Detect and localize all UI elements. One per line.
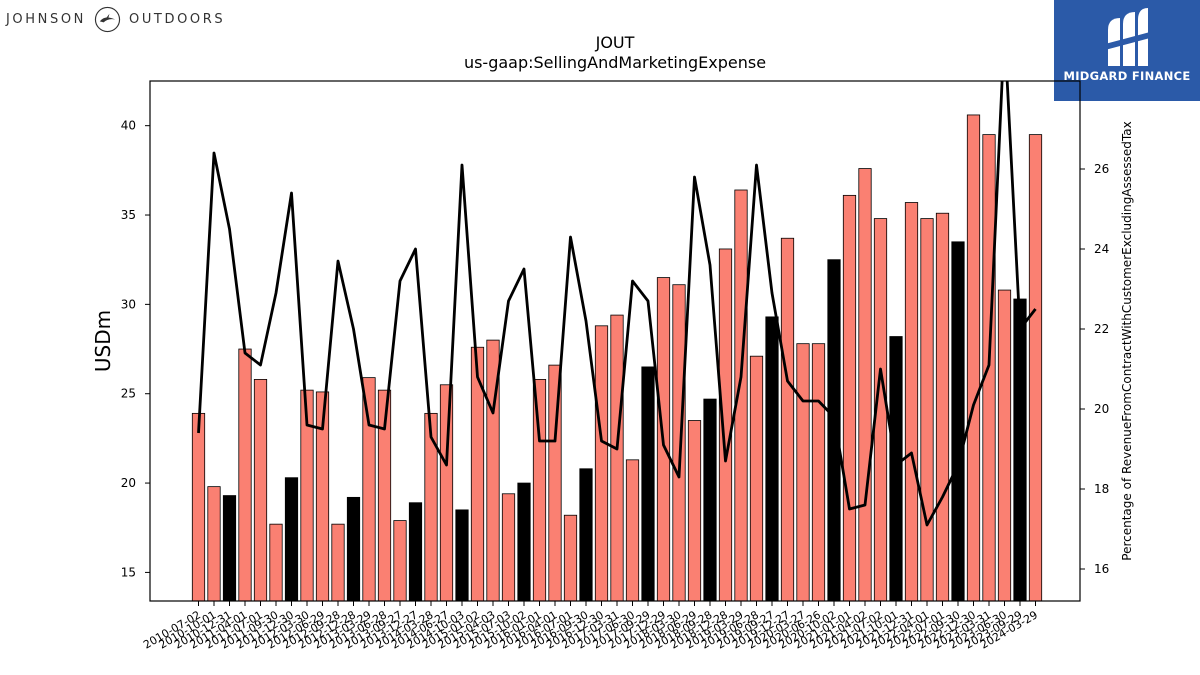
bar — [610, 314, 624, 602]
logo-text-outdoors: OUTDOORS — [128, 11, 226, 27]
bar — [455, 509, 469, 602]
y2-tick-label: 16 — [1094, 562, 1109, 576]
y-tick-label: 40 — [121, 119, 136, 133]
bar — [439, 384, 454, 602]
y-tick-label: 20 — [121, 476, 136, 490]
bar — [811, 343, 826, 602]
bar — [625, 459, 640, 602]
y-axis-left: 15 20 25 30 35 40 — [121, 119, 150, 579]
bar — [238, 348, 252, 602]
x-axis: 2010-07-022010-10-012010-12-312011-04-01… — [141, 601, 1040, 652]
y2-tick-label: 22 — [1094, 322, 1109, 336]
y2-tick-label: 18 — [1094, 482, 1109, 496]
bar — [594, 325, 609, 602]
bar — [827, 259, 841, 602]
bar — [393, 520, 407, 602]
bar — [563, 514, 578, 602]
y2-tick-label: 26 — [1094, 162, 1109, 176]
bar — [842, 194, 857, 602]
bar — [362, 377, 376, 602]
bar — [331, 523, 345, 602]
series-line — [197, 81, 1037, 527]
bar — [501, 493, 516, 602]
midgard-mark-icon — [1105, 8, 1150, 66]
bar — [858, 168, 872, 602]
bar — [687, 420, 702, 602]
bar — [222, 495, 237, 602]
bar — [269, 523, 283, 602]
bar — [749, 355, 764, 602]
bar — [207, 486, 221, 602]
johnson-outdoors-logo: JOHNSON OUTDOORS — [6, 4, 225, 34]
y2-axis-label: Percentage of RevenueFromContractWithCus… — [1120, 121, 1134, 560]
bar — [253, 379, 268, 602]
bar — [408, 502, 423, 602]
plot-frame — [149, 80, 1081, 602]
brand-name: MIDGARD FINANCE — [1063, 69, 1191, 83]
bar — [703, 398, 717, 602]
line-series — [197, 81, 1037, 527]
bird-emblem-icon — [94, 6, 121, 32]
bar-series — [191, 114, 1043, 602]
bar — [191, 412, 206, 602]
bar — [935, 212, 950, 602]
bar — [718, 248, 733, 602]
bar — [284, 477, 299, 602]
bar — [920, 218, 934, 602]
bar — [889, 336, 903, 602]
bar — [904, 202, 919, 602]
bar — [966, 114, 981, 602]
bar — [780, 237, 795, 602]
bar — [532, 379, 547, 602]
bar — [951, 241, 965, 602]
y-tick-label: 35 — [121, 208, 136, 222]
y-tick-label: 15 — [121, 565, 136, 579]
chart-subtitle: us-gaap:SellingAndMarketingExpense — [464, 53, 766, 72]
bar — [997, 289, 1012, 602]
y-tick-label: 25 — [121, 387, 136, 401]
bar — [579, 468, 593, 602]
y2-tick-label: 20 — [1094, 402, 1109, 416]
midgard-finance-logo: MIDGARD FINANCE — [1054, 0, 1200, 101]
bar — [424, 412, 438, 602]
y-axis-right: 16 18 20 22 24 26 — [1080, 162, 1109, 576]
bar — [765, 316, 779, 602]
bar — [796, 343, 810, 602]
y2-tick-label: 24 — [1094, 242, 1109, 256]
bar — [1013, 298, 1027, 602]
bar — [1028, 134, 1043, 602]
y-tick-label: 30 — [121, 297, 136, 311]
bar — [346, 496, 361, 602]
y-axis-label: USDm — [91, 310, 115, 372]
bar — [517, 482, 531, 602]
bar — [672, 284, 686, 602]
logo-text-johnson: JOHNSON — [6, 11, 86, 27]
bar — [641, 366, 655, 602]
chart-title: JOUT — [595, 33, 635, 52]
